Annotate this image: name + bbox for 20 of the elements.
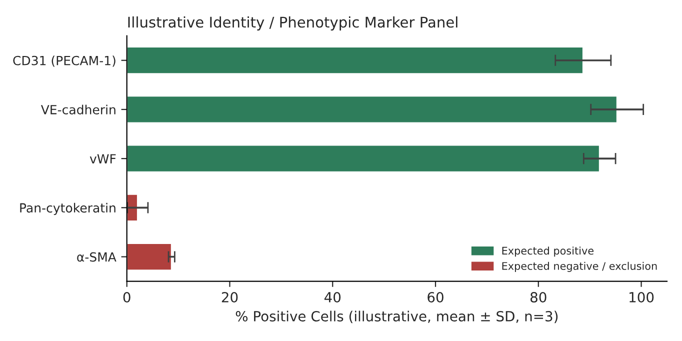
x-tick-label: 80 — [530, 292, 546, 302]
y-tick-label: vWF — [90, 154, 116, 164]
bar — [126, 242, 172, 271]
bar — [126, 144, 600, 173]
x-tick-label: 60 — [428, 292, 444, 302]
y-tick-label: α-SMA — [77, 252, 116, 262]
x-axis-title: % Positive Cells (illustrative, mean ± SD, n=3) — [236, 310, 558, 324]
bar — [126, 193, 138, 222]
y-tick-label: Pan-cytokeratin — [20, 202, 116, 216]
chart-title: Illustrative Identity / Phenotypic Marker Panel — [128, 16, 458, 31]
x-tick-label: 40 — [324, 292, 341, 302]
y-tick-label: VE-cadherin — [40, 104, 116, 114]
x-tick-label: 100 — [630, 292, 654, 302]
legend-label: Expected positive — [502, 246, 594, 257]
bar — [126, 46, 584, 75]
x-tick-label: 0 — [123, 292, 130, 302]
bar — [126, 95, 618, 124]
y-tick-label: CD31 (PECAM-1) — [13, 56, 116, 67]
legend-label: Expected negative / exclusion — [502, 262, 657, 272]
x-tick-label: 20 — [222, 292, 238, 302]
